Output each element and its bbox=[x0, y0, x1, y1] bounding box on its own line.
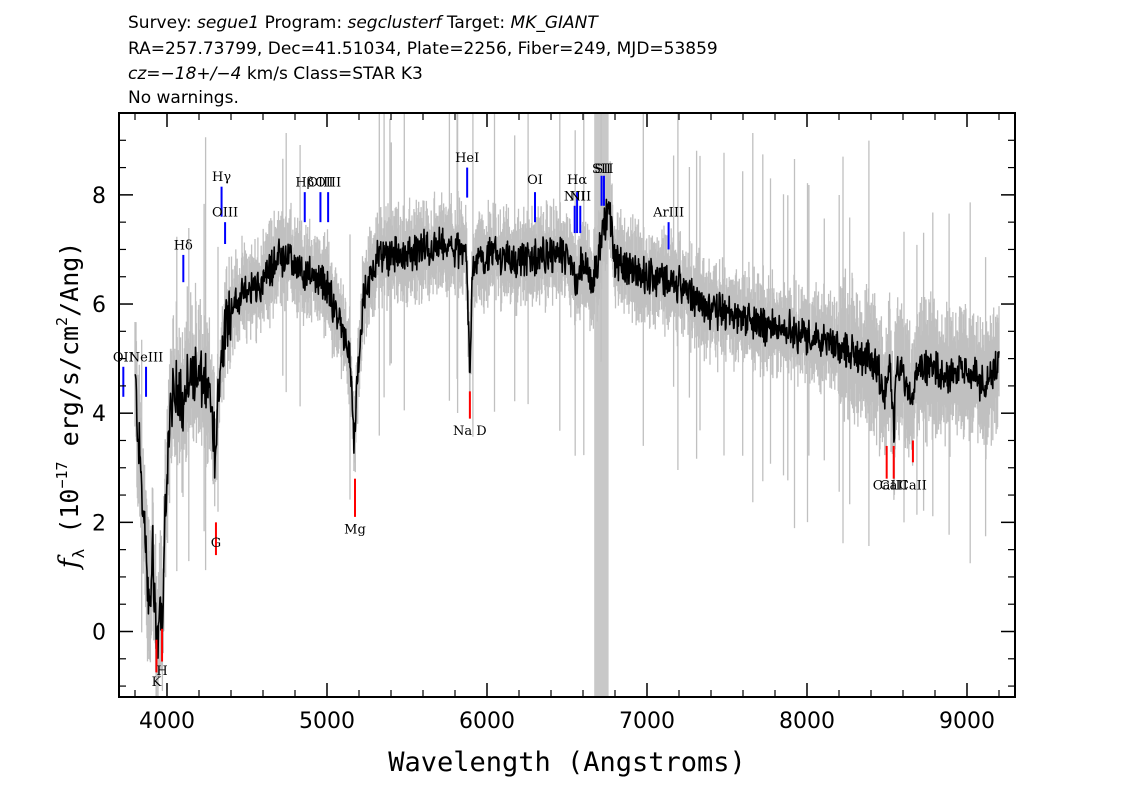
emission-line-label: OIII bbox=[315, 176, 341, 191]
survey-label: Survey: bbox=[128, 13, 192, 33]
absorption-line-label: Na D bbox=[453, 424, 487, 439]
cz-value: −18+/−4 bbox=[160, 64, 242, 84]
emission-line-label: OIII bbox=[212, 206, 238, 221]
x-tick-label: 5000 bbox=[299, 709, 355, 734]
x-tick-label: 8000 bbox=[779, 709, 835, 734]
emission-line-label: Hγ bbox=[212, 170, 231, 185]
emission-line-label: OIII bbox=[307, 176, 333, 191]
emission-line-label: OI bbox=[527, 173, 543, 188]
absorption-line-label: CaII bbox=[899, 479, 927, 494]
emission-line-label: Hδ bbox=[174, 238, 193, 253]
warnings-line: No warnings. bbox=[128, 88, 239, 108]
x-tick-label: 7000 bbox=[619, 709, 675, 734]
y-label-part2: erg/s/cm bbox=[55, 326, 84, 461]
emission-line-label: NII bbox=[569, 189, 591, 204]
header-line-2: RA=257.73799, Dec=41.51034, Plate=2256, … bbox=[128, 39, 718, 59]
cz-rest: km/s Class=STAR K3 bbox=[241, 64, 423, 84]
absorption-line-label: K bbox=[152, 675, 162, 690]
axis-layer: 4000 5000 6000 7000 8000 9000 0 2 4 6 8 bbox=[92, 112, 1015, 734]
x-axis-label: Wavelength (Angstroms) bbox=[388, 747, 746, 778]
emission-line-label: Hβ bbox=[295, 176, 314, 191]
y-label-sub: λ bbox=[69, 548, 88, 558]
x-tick-label: 6000 bbox=[459, 709, 515, 734]
emission-line-label: Hα bbox=[567, 173, 587, 188]
y-tick-label: 8 bbox=[92, 184, 106, 209]
program-value: segclusterf bbox=[347, 13, 442, 33]
header-line-1: Survey: segue1 Program: segclusterf Targ… bbox=[128, 13, 598, 33]
x-tick-label: 4000 bbox=[139, 709, 195, 734]
absorption-line-label: CaII bbox=[880, 479, 908, 494]
emission-line-label: NII bbox=[564, 189, 586, 204]
y-label-part1: (10 bbox=[55, 489, 84, 549]
header-line-3: cz=−18+/−4 km/s Class=STAR K3 bbox=[128, 64, 423, 84]
absorption-line-label: H bbox=[156, 664, 167, 679]
cz-label: cz= bbox=[128, 64, 161, 84]
program-label: Program: bbox=[264, 13, 343, 33]
plot-layer: OIINeIIIHδHγOIIIHβOIIIOIIIHeIOINIIHαNIIS… bbox=[113, 113, 1000, 697]
y-tick-label: 4 bbox=[92, 402, 106, 427]
y-tick-label: 0 bbox=[92, 621, 106, 646]
target-label: Target: bbox=[446, 13, 506, 33]
absorption-line-label: CaII bbox=[873, 479, 901, 494]
x-tick-label: 9000 bbox=[939, 709, 995, 734]
y-tick-label: 2 bbox=[92, 511, 106, 536]
survey-value: segue1 bbox=[197, 13, 260, 33]
y-label-part3: /Ang) bbox=[55, 242, 84, 317]
target-value: MK_GIANT bbox=[510, 13, 598, 33]
y-axis-label: fλ (10−17 erg/s/cm2/Ang) bbox=[53, 242, 88, 571]
absorption-line-label: G bbox=[211, 536, 221, 551]
y-label-exp2: 2 bbox=[53, 317, 71, 326]
flux-line bbox=[134, 198, 1000, 659]
emission-line-label: ArIII bbox=[652, 206, 684, 221]
emission-line-label: SII bbox=[594, 162, 613, 177]
emission-line-label: NeIII bbox=[129, 350, 163, 365]
emission-line-label: SII bbox=[592, 162, 611, 177]
absorption-line-label: Mg bbox=[344, 522, 366, 537]
y-label-exp1: −17 bbox=[53, 461, 71, 488]
y-tick-label: 6 bbox=[92, 293, 106, 318]
emission-line-label: HeI bbox=[455, 151, 479, 166]
plot-frame bbox=[118, 112, 1016, 698]
